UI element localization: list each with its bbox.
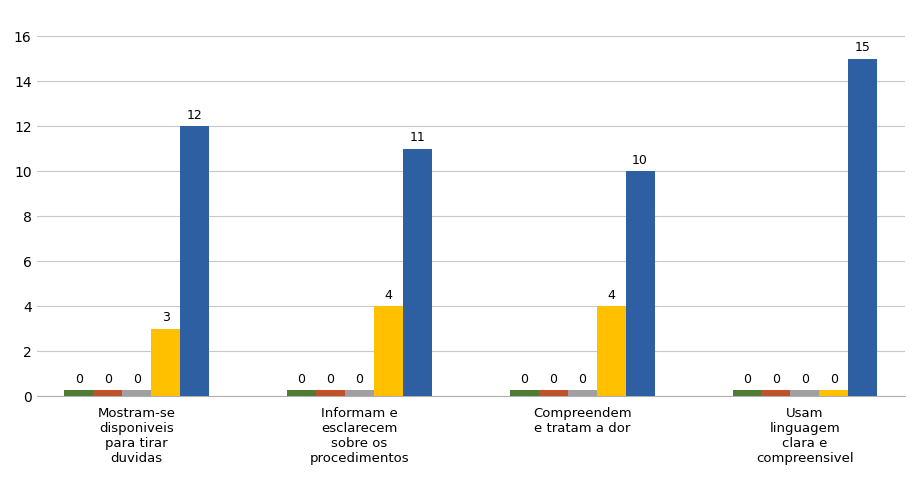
Text: 3: 3 [162,311,170,324]
Bar [64,390,94,396]
Bar [152,329,180,396]
Text: 0: 0 [578,373,586,386]
Bar [732,390,762,396]
Bar [122,390,152,396]
Text: 0: 0 [772,373,780,386]
Bar [596,306,626,396]
Text: 0: 0 [298,373,305,386]
Text: 12: 12 [187,109,202,122]
Bar [374,306,403,396]
Bar [510,390,539,396]
Text: 0: 0 [520,373,528,386]
Text: 11: 11 [410,131,425,144]
Text: 4: 4 [607,288,615,302]
Bar [403,149,432,396]
Text: 4: 4 [384,288,392,302]
Text: 0: 0 [550,373,557,386]
Bar [790,390,820,396]
Bar [345,390,374,396]
Text: 10: 10 [632,154,648,167]
Text: 0: 0 [132,373,141,386]
Text: 0: 0 [326,373,335,386]
Bar [180,126,210,396]
Text: 0: 0 [800,373,809,386]
Bar [848,59,878,396]
Bar [762,390,790,396]
Bar [94,390,122,396]
Text: 0: 0 [356,373,363,386]
Bar [626,171,654,396]
Text: 0: 0 [830,373,838,386]
Text: 0: 0 [74,373,83,386]
Bar [539,390,568,396]
Bar [820,390,848,396]
Bar [287,390,316,396]
Bar [316,390,345,396]
Text: 15: 15 [855,41,870,54]
Bar [568,390,596,396]
Text: 0: 0 [743,373,751,386]
Text: 0: 0 [104,373,112,386]
